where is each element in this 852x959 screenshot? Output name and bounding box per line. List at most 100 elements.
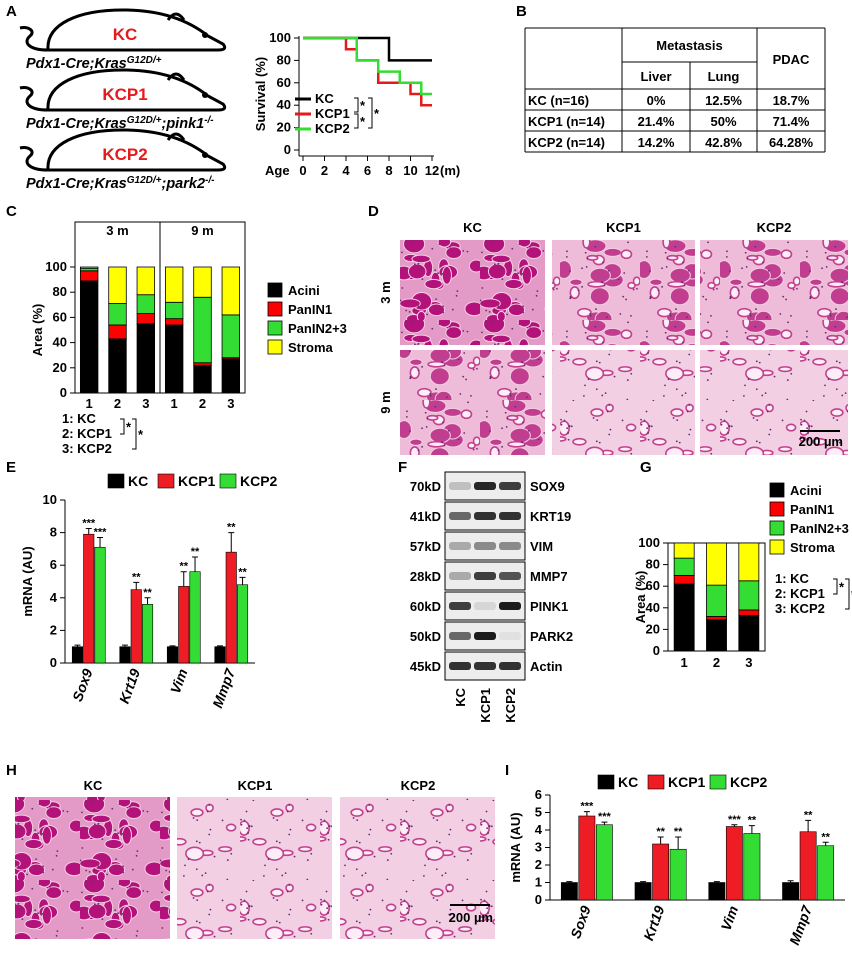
x-tick-label: 3 [227, 396, 234, 411]
column-label: KC [463, 220, 482, 235]
genotype-part: G12D/+ [127, 55, 162, 66]
x-tick-label: 0 [299, 163, 306, 178]
y-axis-label: Area (%) [30, 304, 45, 357]
histology-image [340, 797, 495, 939]
bar-segment [193, 266, 212, 298]
bar-segment [706, 542, 727, 586]
row-label: 3 m [378, 281, 393, 303]
bar [560, 882, 578, 901]
genotype-part: G12D/+ [127, 115, 162, 126]
error-bar [121, 644, 128, 647]
table-cell: 0% [647, 93, 666, 108]
column-label: KCP1 [606, 220, 641, 235]
table-cell: 18.7% [773, 93, 810, 108]
blot-band [449, 542, 471, 550]
significance: * [138, 427, 144, 442]
significance: ** [804, 809, 813, 821]
table-cell: KCP1 (n=14) [528, 114, 605, 129]
bar [669, 848, 687, 901]
legend-swatch [597, 774, 615, 790]
blot-protein: KRT19 [530, 509, 571, 524]
y-tick-label: 5 [535, 805, 542, 820]
genotype-part: -/- [204, 115, 214, 126]
error-bar [787, 880, 794, 883]
error-bar [74, 644, 81, 647]
histology-image [700, 240, 848, 345]
blot-size: 28kD [410, 569, 441, 584]
bar-segment [108, 303, 127, 326]
table-cell: KCP2 (n=14) [528, 135, 605, 150]
y-tick-label: 20 [646, 621, 660, 636]
y-tick-label: 60 [646, 578, 660, 593]
bar-segment [738, 580, 760, 611]
y-tick-label: 10 [43, 492, 57, 507]
bar-segment [673, 557, 695, 576]
error-bar [657, 836, 664, 844]
blot-band [499, 662, 521, 670]
blot-band [474, 632, 496, 640]
error-bar [601, 821, 608, 825]
significance: *** [728, 814, 742, 826]
legend-swatch [267, 320, 283, 336]
table-header: Metastasis [656, 38, 722, 53]
y-tick-label: 6 [50, 557, 57, 572]
x-tick-label: 2 [199, 396, 206, 411]
bar-segment [738, 542, 760, 582]
legend-label: PanIN1 [790, 502, 834, 517]
bar-segment [164, 318, 184, 326]
bar [708, 882, 726, 901]
table-cell: 21.4% [638, 114, 675, 129]
table-header: PDAC [773, 52, 810, 67]
blot-protein: Actin [530, 659, 563, 674]
x-tick-label: 2 [321, 163, 328, 178]
significance: ** [191, 546, 200, 558]
histology-image [700, 350, 848, 455]
table-cell: 12.5% [705, 93, 742, 108]
legend-label: KCP1 [178, 473, 216, 489]
legend-label: Acini [288, 283, 320, 298]
legend-swatch [769, 501, 785, 517]
bracket [120, 418, 125, 435]
panel-label: F [398, 459, 407, 476]
y-tick-label: 8 [50, 525, 57, 540]
bar-segment [79, 280, 99, 394]
y-tick-label: 40 [277, 97, 291, 112]
blot-size: 45kD [410, 659, 441, 674]
lane-label: KCP1 [478, 688, 493, 723]
error-bar [85, 528, 92, 535]
significance: ** [821, 831, 830, 843]
panel-label: I [505, 762, 509, 779]
error-bar [97, 536, 104, 548]
bracket [368, 97, 373, 129]
significance: * [374, 106, 380, 121]
y-axis-label: Area (%) [633, 571, 648, 624]
histology-image [400, 240, 545, 345]
significance: *** [580, 801, 594, 813]
y-tick-label: 80 [277, 52, 291, 67]
x-tick-label: Sox9 [567, 903, 594, 940]
significance: ** [143, 587, 152, 599]
bar [743, 833, 761, 901]
x-tick-label: 12 [425, 163, 439, 178]
bar [94, 546, 106, 664]
significance: ** [656, 826, 665, 838]
bar-segment [193, 296, 212, 364]
blot-band [449, 572, 471, 580]
table-cell: 64.28% [769, 135, 814, 150]
mouse-eye [202, 92, 208, 98]
bar [178, 586, 190, 664]
bar-segment [221, 266, 241, 316]
histology-image [177, 797, 332, 939]
blot-band [449, 602, 471, 610]
genotype: Pdx1-Cre;KrasG12D/+ [26, 55, 162, 73]
legend-label: KCP1 [315, 106, 350, 121]
table-cell: 71.4% [773, 114, 810, 129]
x-tick-label: Mmp7 [786, 902, 815, 947]
group-label: 9 m [191, 223, 213, 238]
x-tick-label: Krt19 [640, 903, 667, 942]
legend-label: PanIN1 [288, 302, 332, 317]
legend-swatch [267, 339, 283, 355]
error-bar [192, 556, 199, 572]
bar-segment [738, 609, 760, 616]
